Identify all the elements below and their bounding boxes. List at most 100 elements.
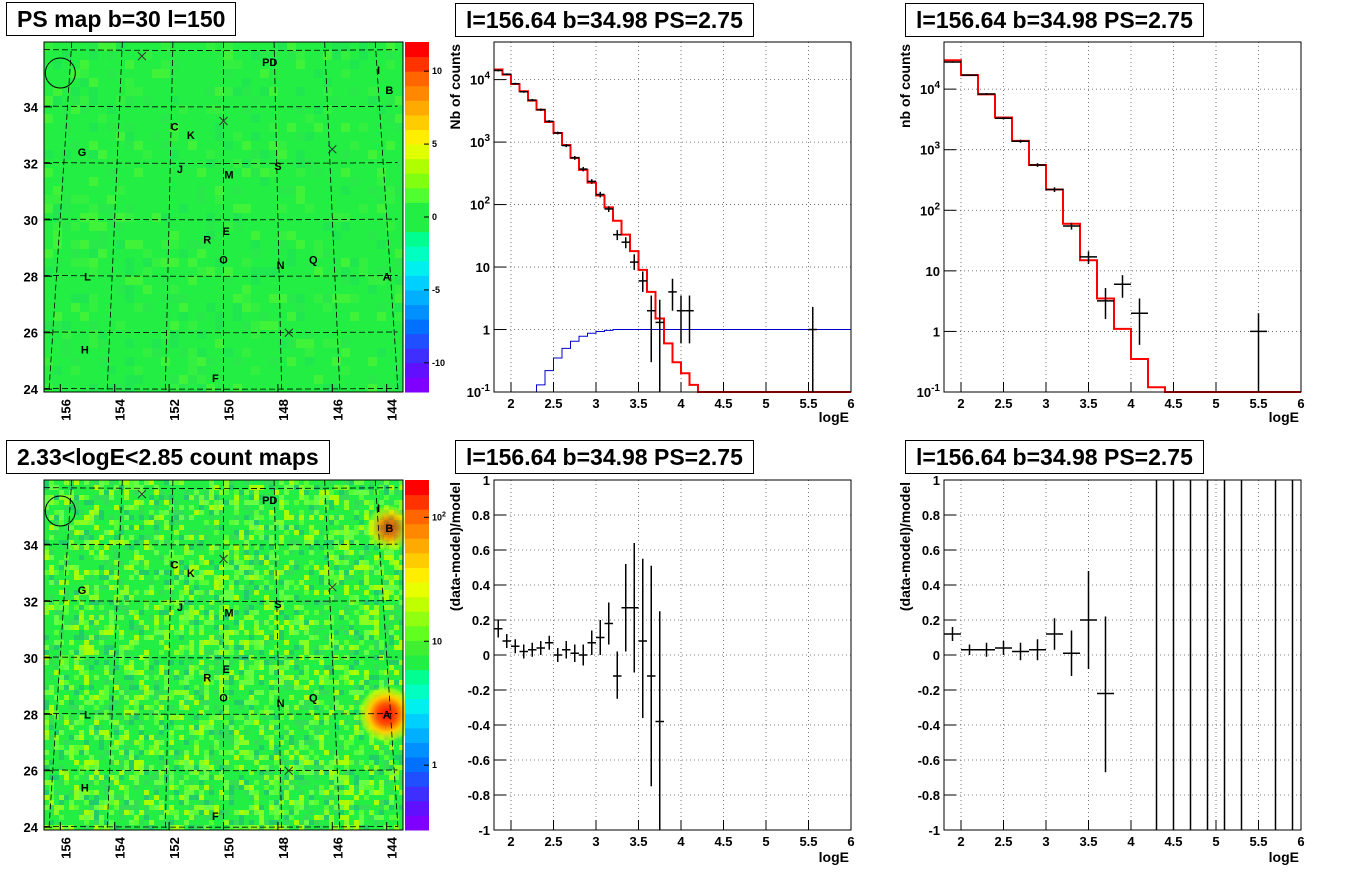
map-noise-2 — [44, 480, 403, 830]
map-grid-lat-32 — [43, 600, 398, 602]
res-xtick-5: 5 — [1212, 834, 1219, 849]
spec-xtick-4.5: 4.5 — [1164, 396, 1182, 411]
res-ytick-0.4: 0.4 — [922, 578, 941, 593]
spec-data-point — [630, 254, 639, 270]
map-grid-1 — [43, 41, 399, 393]
res-ytick-0.4: 0.4 — [472, 578, 491, 593]
res-ytick-0.8: 0.8 — [472, 508, 490, 523]
spec-data-point — [621, 237, 630, 249]
spec-ytick-10: 10 — [926, 264, 940, 279]
res-xtick-3.5: 3.5 — [629, 834, 647, 849]
spec-xtick-2: 2 — [957, 396, 964, 411]
res-data-point — [553, 648, 562, 662]
map-grid-lat-26 — [43, 769, 398, 772]
spec-xlabel-2: logE — [1269, 409, 1299, 425]
colorbar-2: 102 10 1 — [405, 480, 446, 831]
map-grid-2 — [43, 479, 399, 831]
map-ytick-24: 24 — [24, 382, 39, 397]
spec-data-point — [587, 179, 596, 184]
residual-panel-left: 2 2.5 3 3.5 4 4.5 5 5.5 6 -1 -0.8 -0.6 -0.4 -0.2 0 0.2 0… — [447, 473, 855, 865]
count-map-title: 2.33<logE<2.85 count maps — [6, 440, 330, 474]
map-source-l: L — [84, 709, 91, 721]
spec-xtick-5.5: 5.5 — [799, 396, 817, 411]
map-grid-lat-36 — [43, 487, 398, 489]
spec-model-line — [494, 68, 851, 393]
map-xtick-146: 146 — [330, 399, 345, 421]
res-xtick-4: 4 — [677, 834, 685, 849]
spec-data-point — [570, 155, 579, 160]
spec-data-point — [604, 206, 613, 213]
colorbar-tick-0: 0 — [432, 212, 437, 222]
res-data-point — [621, 564, 630, 652]
spec-xtick-4: 4 — [677, 396, 685, 411]
spec-data-point — [808, 306, 817, 392]
map-source-pd: PD — [262, 57, 277, 69]
count-map-panel: PD IB CK G J M S ERO Q N A L H F 156 154 152 150 148 146 144… — [24, 479, 446, 859]
spec-background-model-line — [536, 329, 851, 392]
res-ytick--0.6: -0.6 — [918, 753, 940, 768]
res-ytick--0.6: -0.6 — [468, 753, 490, 768]
map-grid-lat-34 — [43, 543, 398, 546]
res-ytick--0.4: -0.4 — [468, 718, 491, 733]
spec-ytick-10e4: 104 — [920, 80, 940, 97]
res-ytick-0.8: 0.8 — [922, 508, 940, 523]
map-cross-1 — [219, 116, 228, 126]
spec-data-point — [668, 278, 677, 311]
spec-data-point — [528, 98, 537, 102]
spec-data-point — [562, 144, 571, 148]
spec-ytick-10e2: 102 — [920, 201, 940, 218]
res-ytick-0.2: 0.2 — [922, 613, 940, 628]
spec-data-point — [1012, 139, 1029, 143]
residual-left-title: l=156.64 b=34.98 PS=2.75 — [455, 440, 754, 474]
res-data-point — [1012, 642, 1029, 661]
spec-ytick-10: 10 — [476, 260, 490, 275]
map-grid-lon-154 — [106, 41, 123, 393]
map-grid-lon-152 — [164, 479, 174, 831]
map-grid-lon-154 — [106, 479, 123, 831]
map-source-a: A — [383, 271, 391, 283]
map-hotspot-a — [356, 684, 417, 745]
map-grid-lat-26 — [43, 331, 398, 334]
res-ytick-0.6: 0.6 — [472, 543, 490, 558]
spec-grid-2 — [944, 42, 1302, 393]
res-ytick-1: 1 — [933, 473, 940, 488]
res-data-point — [995, 641, 1012, 655]
map-cross-2 — [327, 582, 337, 592]
spec-data-point — [1131, 298, 1148, 345]
map-grid-lat-34 — [43, 105, 398, 108]
map-source-g: G — [78, 585, 87, 597]
res-xtick-4.5: 4.5 — [1164, 834, 1182, 849]
res-data-point — [562, 641, 571, 659]
res-xtick-2.5: 2.5 — [544, 834, 562, 849]
res-xtick-6: 6 — [847, 834, 854, 849]
map-grid-lon-144 — [374, 41, 399, 393]
colorbar-1: 10 5 0 -5 -10 — [405, 42, 445, 393]
map-psf-circle — [44, 495, 76, 527]
res-data-point — [978, 642, 995, 657]
map-cross-0 — [137, 489, 147, 499]
spec-data-point — [613, 230, 622, 241]
spec-data-point — [519, 90, 528, 93]
spec-ytick-10e4: 104 — [470, 71, 490, 88]
map-source-pd: PD — [262, 495, 277, 507]
colorbar-tick-10: 10 — [432, 66, 442, 76]
spec-data-point — [961, 74, 978, 76]
spec-data-point — [1063, 222, 1080, 230]
ps-map-panel: PD IB CK G J M S ERO Q N A L H F 156 154 152 150 148 146 144… — [24, 41, 445, 421]
map-ytick-30: 30 — [24, 651, 38, 666]
res-data-point — [604, 602, 613, 645]
spectrum-panel-left: 2 2.5 3 3.5 4 4.5 5 5.5 6 10-1 1 10 102 103 104 logE Nb … — [447, 41, 855, 425]
spec-xtick-4: 4 — [1127, 396, 1135, 411]
map-source-q: Q — [309, 692, 318, 704]
res-frame-2 — [943, 479, 1302, 831]
res-ytick--1: -1 — [478, 823, 490, 838]
map-xtick-148: 148 — [276, 837, 291, 859]
map-ytick-34: 34 — [24, 100, 39, 115]
spec-ytick-1: 1 — [933, 324, 940, 339]
map-source-m: M — [224, 608, 233, 620]
res-data-point — [570, 644, 579, 662]
map-ytick-32: 32 — [24, 156, 38, 171]
spec-ytick-10e-1: 10-1 — [467, 383, 491, 400]
spec-ytick-10e3: 103 — [920, 141, 940, 158]
map-ytick-34: 34 — [24, 538, 39, 553]
